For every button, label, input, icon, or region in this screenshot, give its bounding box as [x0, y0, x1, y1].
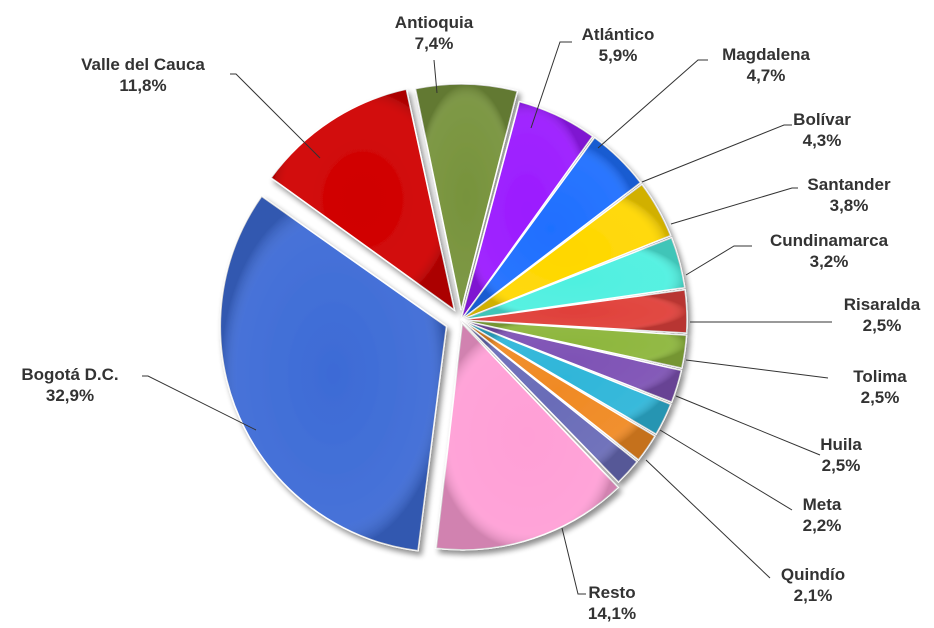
- pie-slice-shading: [436, 323, 619, 550]
- slice-label-name: Santander: [807, 175, 891, 194]
- pie-slice-shading: [461, 320, 687, 369]
- pie-slice-shading: [220, 196, 447, 551]
- leader-line: [675, 395, 821, 456]
- leader-lines: [142, 41, 832, 595]
- slice-label-value: 5,9%: [599, 46, 638, 65]
- slice-label-name: Risaralda: [844, 295, 921, 314]
- leader-line: [685, 359, 829, 379]
- pie-slice-shading: [461, 237, 685, 320]
- slice-label-value: 14,1%: [588, 604, 636, 623]
- leader-line: [659, 429, 793, 511]
- slice-label-name: Resto: [588, 583, 635, 602]
- pie-slice-shading: [461, 184, 671, 320]
- slice-label-name: Cundinamarca: [770, 231, 889, 250]
- leader-line: [530, 41, 572, 129]
- leader-line: [561, 527, 586, 595]
- slice-label-value: 2,5%: [822, 456, 861, 475]
- slice-label-value: 3,8%: [830, 196, 869, 215]
- leader-line: [597, 59, 708, 149]
- pie-slice-shading: [461, 101, 593, 320]
- pie-slice-shading: [461, 320, 637, 482]
- pie-slice-shading: [461, 320, 671, 435]
- leader-line: [142, 375, 257, 431]
- leader-line: [645, 459, 771, 579]
- slice-label-value: 2,5%: [861, 388, 900, 407]
- slice-label-name: Bogotá D.C.: [21, 365, 118, 384]
- slice-label-name: Tolima: [853, 367, 907, 386]
- pie-slices: [219, 83, 688, 552]
- slice-label-name: Atlántico: [582, 25, 655, 44]
- pie-slice-shading: [461, 137, 641, 320]
- slice-label-value: 32,9%: [46, 386, 94, 405]
- slice-labels: Antioquia 7,4% Atlántico 5,9% Magdalena 4,7% B…: [21, 13, 920, 623]
- pie-slice-shading: [461, 320, 682, 403]
- slice-label-name: Antioquia: [395, 13, 474, 32]
- slice-label-value: 11,8%: [119, 76, 166, 95]
- slice-label-value: 2,2%: [803, 516, 842, 535]
- leader-line: [641, 124, 792, 183]
- slice-label-name: Meta: [803, 495, 842, 514]
- leader-line: [670, 187, 798, 225]
- slice-label-value: 3,2%: [810, 252, 849, 271]
- slice-label-name: Magdalena: [722, 45, 810, 64]
- slice-label-name: Valle del Cauca: [81, 55, 205, 74]
- slice-label-value: 4,3%: [803, 131, 842, 150]
- slice-label-name: Quindío: [781, 565, 845, 584]
- leader-line: [685, 245, 752, 276]
- slice-label-value: 2,1%: [794, 586, 833, 605]
- slice-label-value: 7,4%: [415, 34, 454, 53]
- slice-label-value: 2,5%: [863, 316, 902, 335]
- pie-slice-shading: [271, 89, 455, 310]
- pie-slice-shading: [461, 289, 687, 333]
- slice-label-value: 4,7%: [747, 66, 786, 85]
- leader-line: [433, 59, 438, 94]
- slice-label-name: Bolívar: [793, 110, 851, 129]
- pie-slice-shading: [461, 320, 655, 460]
- leader-line: [230, 73, 321, 159]
- pie-slice-shading: [415, 84, 518, 311]
- slice-label-name: Huila: [820, 435, 862, 454]
